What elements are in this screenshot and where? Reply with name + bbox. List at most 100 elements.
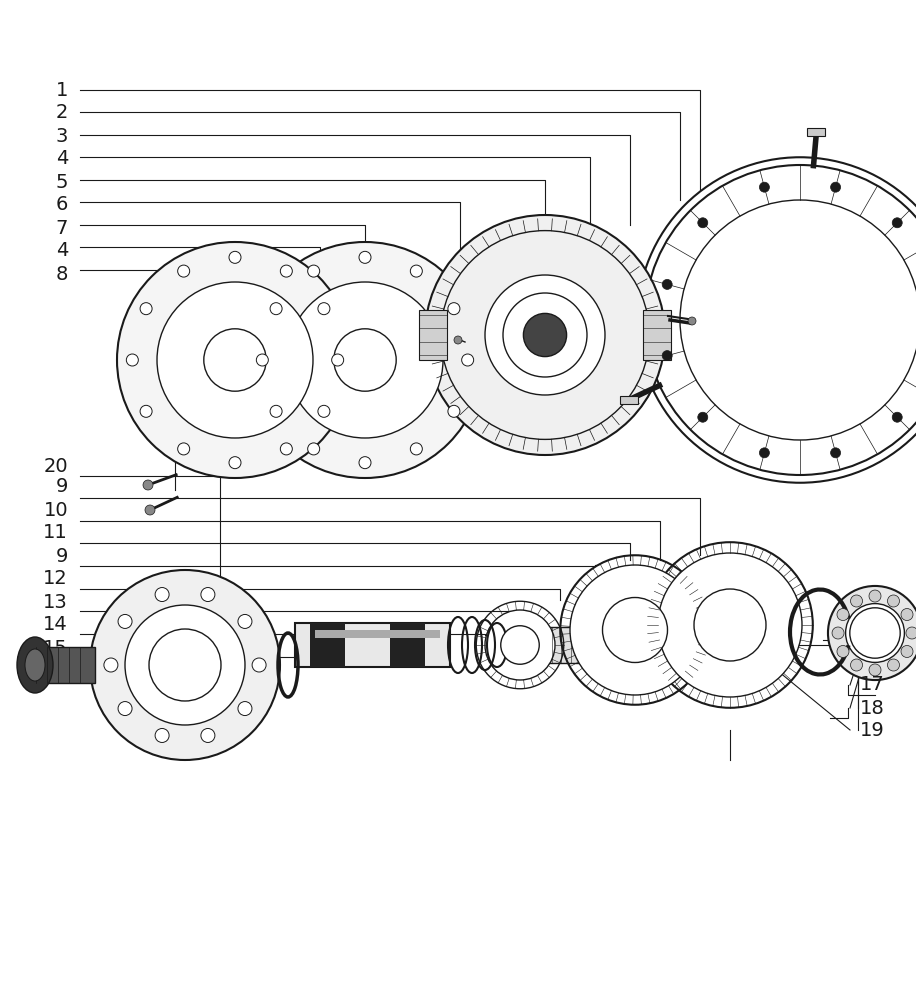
Circle shape xyxy=(229,457,241,469)
Circle shape xyxy=(448,405,460,417)
Circle shape xyxy=(252,658,267,672)
Circle shape xyxy=(229,251,241,263)
Circle shape xyxy=(178,443,190,455)
Circle shape xyxy=(448,303,460,315)
Circle shape xyxy=(201,728,215,742)
Text: 12: 12 xyxy=(43,570,68,588)
Ellipse shape xyxy=(485,275,605,395)
Circle shape xyxy=(831,448,841,458)
Ellipse shape xyxy=(501,626,540,664)
Text: 6: 6 xyxy=(56,196,68,215)
Circle shape xyxy=(238,614,252,628)
Circle shape xyxy=(308,443,320,455)
Circle shape xyxy=(178,265,190,277)
Circle shape xyxy=(869,590,881,602)
Bar xyxy=(35,647,95,683)
Text: 2: 2 xyxy=(56,104,68,122)
Circle shape xyxy=(238,702,252,716)
Bar xyxy=(808,128,825,136)
Circle shape xyxy=(869,664,881,676)
Circle shape xyxy=(698,218,708,228)
Circle shape xyxy=(759,448,769,458)
Circle shape xyxy=(831,182,841,192)
Circle shape xyxy=(143,480,153,490)
Bar xyxy=(548,627,623,663)
Circle shape xyxy=(308,265,320,277)
Circle shape xyxy=(454,336,462,344)
Bar xyxy=(420,310,447,360)
Circle shape xyxy=(140,405,152,417)
Circle shape xyxy=(318,303,330,315)
Circle shape xyxy=(410,443,422,455)
Ellipse shape xyxy=(603,597,668,662)
Text: 4: 4 xyxy=(56,241,68,260)
Bar xyxy=(390,623,425,667)
Circle shape xyxy=(126,354,138,366)
Circle shape xyxy=(155,728,169,742)
Text: 13: 13 xyxy=(43,592,68,611)
Text: 9: 9 xyxy=(56,546,68,566)
Circle shape xyxy=(410,265,422,277)
Text: 11: 11 xyxy=(43,524,68,542)
Ellipse shape xyxy=(694,589,766,661)
Circle shape xyxy=(280,443,292,455)
Circle shape xyxy=(462,354,474,366)
Text: 10: 10 xyxy=(43,500,68,520)
Text: 7: 7 xyxy=(56,219,68,237)
Text: 16: 16 xyxy=(43,662,68,680)
Ellipse shape xyxy=(442,230,663,450)
Ellipse shape xyxy=(523,313,567,357)
Text: 19: 19 xyxy=(860,720,885,740)
Circle shape xyxy=(837,609,849,621)
Circle shape xyxy=(892,218,902,228)
Circle shape xyxy=(118,614,132,628)
Ellipse shape xyxy=(25,649,45,681)
Circle shape xyxy=(118,702,132,716)
Circle shape xyxy=(851,659,863,671)
Text: 4: 4 xyxy=(56,149,68,168)
Circle shape xyxy=(662,351,672,361)
Circle shape xyxy=(280,265,292,277)
Text: 18: 18 xyxy=(860,698,885,718)
Circle shape xyxy=(851,595,863,607)
Text: 5: 5 xyxy=(56,172,68,192)
Circle shape xyxy=(256,354,268,366)
Circle shape xyxy=(359,457,371,469)
Bar xyxy=(310,623,345,667)
Circle shape xyxy=(270,303,282,315)
Circle shape xyxy=(688,317,696,325)
Text: 17: 17 xyxy=(860,676,885,694)
Circle shape xyxy=(759,182,769,192)
Circle shape xyxy=(837,645,849,657)
Ellipse shape xyxy=(203,329,267,391)
Text: 20: 20 xyxy=(43,456,68,476)
Text: 9: 9 xyxy=(56,478,68,496)
Bar xyxy=(619,396,638,404)
Circle shape xyxy=(901,609,913,621)
Ellipse shape xyxy=(828,586,916,680)
Circle shape xyxy=(155,588,169,602)
Bar xyxy=(315,630,440,638)
Circle shape xyxy=(104,658,118,672)
Circle shape xyxy=(906,627,916,639)
Ellipse shape xyxy=(645,165,916,475)
Circle shape xyxy=(698,412,708,422)
Text: 14: 14 xyxy=(43,615,68,635)
Ellipse shape xyxy=(638,157,916,483)
Circle shape xyxy=(892,412,902,422)
Ellipse shape xyxy=(570,565,700,695)
Ellipse shape xyxy=(503,293,587,377)
Ellipse shape xyxy=(425,215,665,455)
Circle shape xyxy=(140,303,152,315)
Ellipse shape xyxy=(247,242,483,478)
Ellipse shape xyxy=(850,608,900,658)
Text: 8: 8 xyxy=(56,264,68,284)
Ellipse shape xyxy=(17,637,53,693)
Ellipse shape xyxy=(680,200,916,440)
Circle shape xyxy=(318,405,330,417)
Ellipse shape xyxy=(485,610,555,680)
Bar xyxy=(295,623,450,667)
Ellipse shape xyxy=(658,553,802,697)
Ellipse shape xyxy=(287,282,443,438)
Ellipse shape xyxy=(845,604,904,662)
